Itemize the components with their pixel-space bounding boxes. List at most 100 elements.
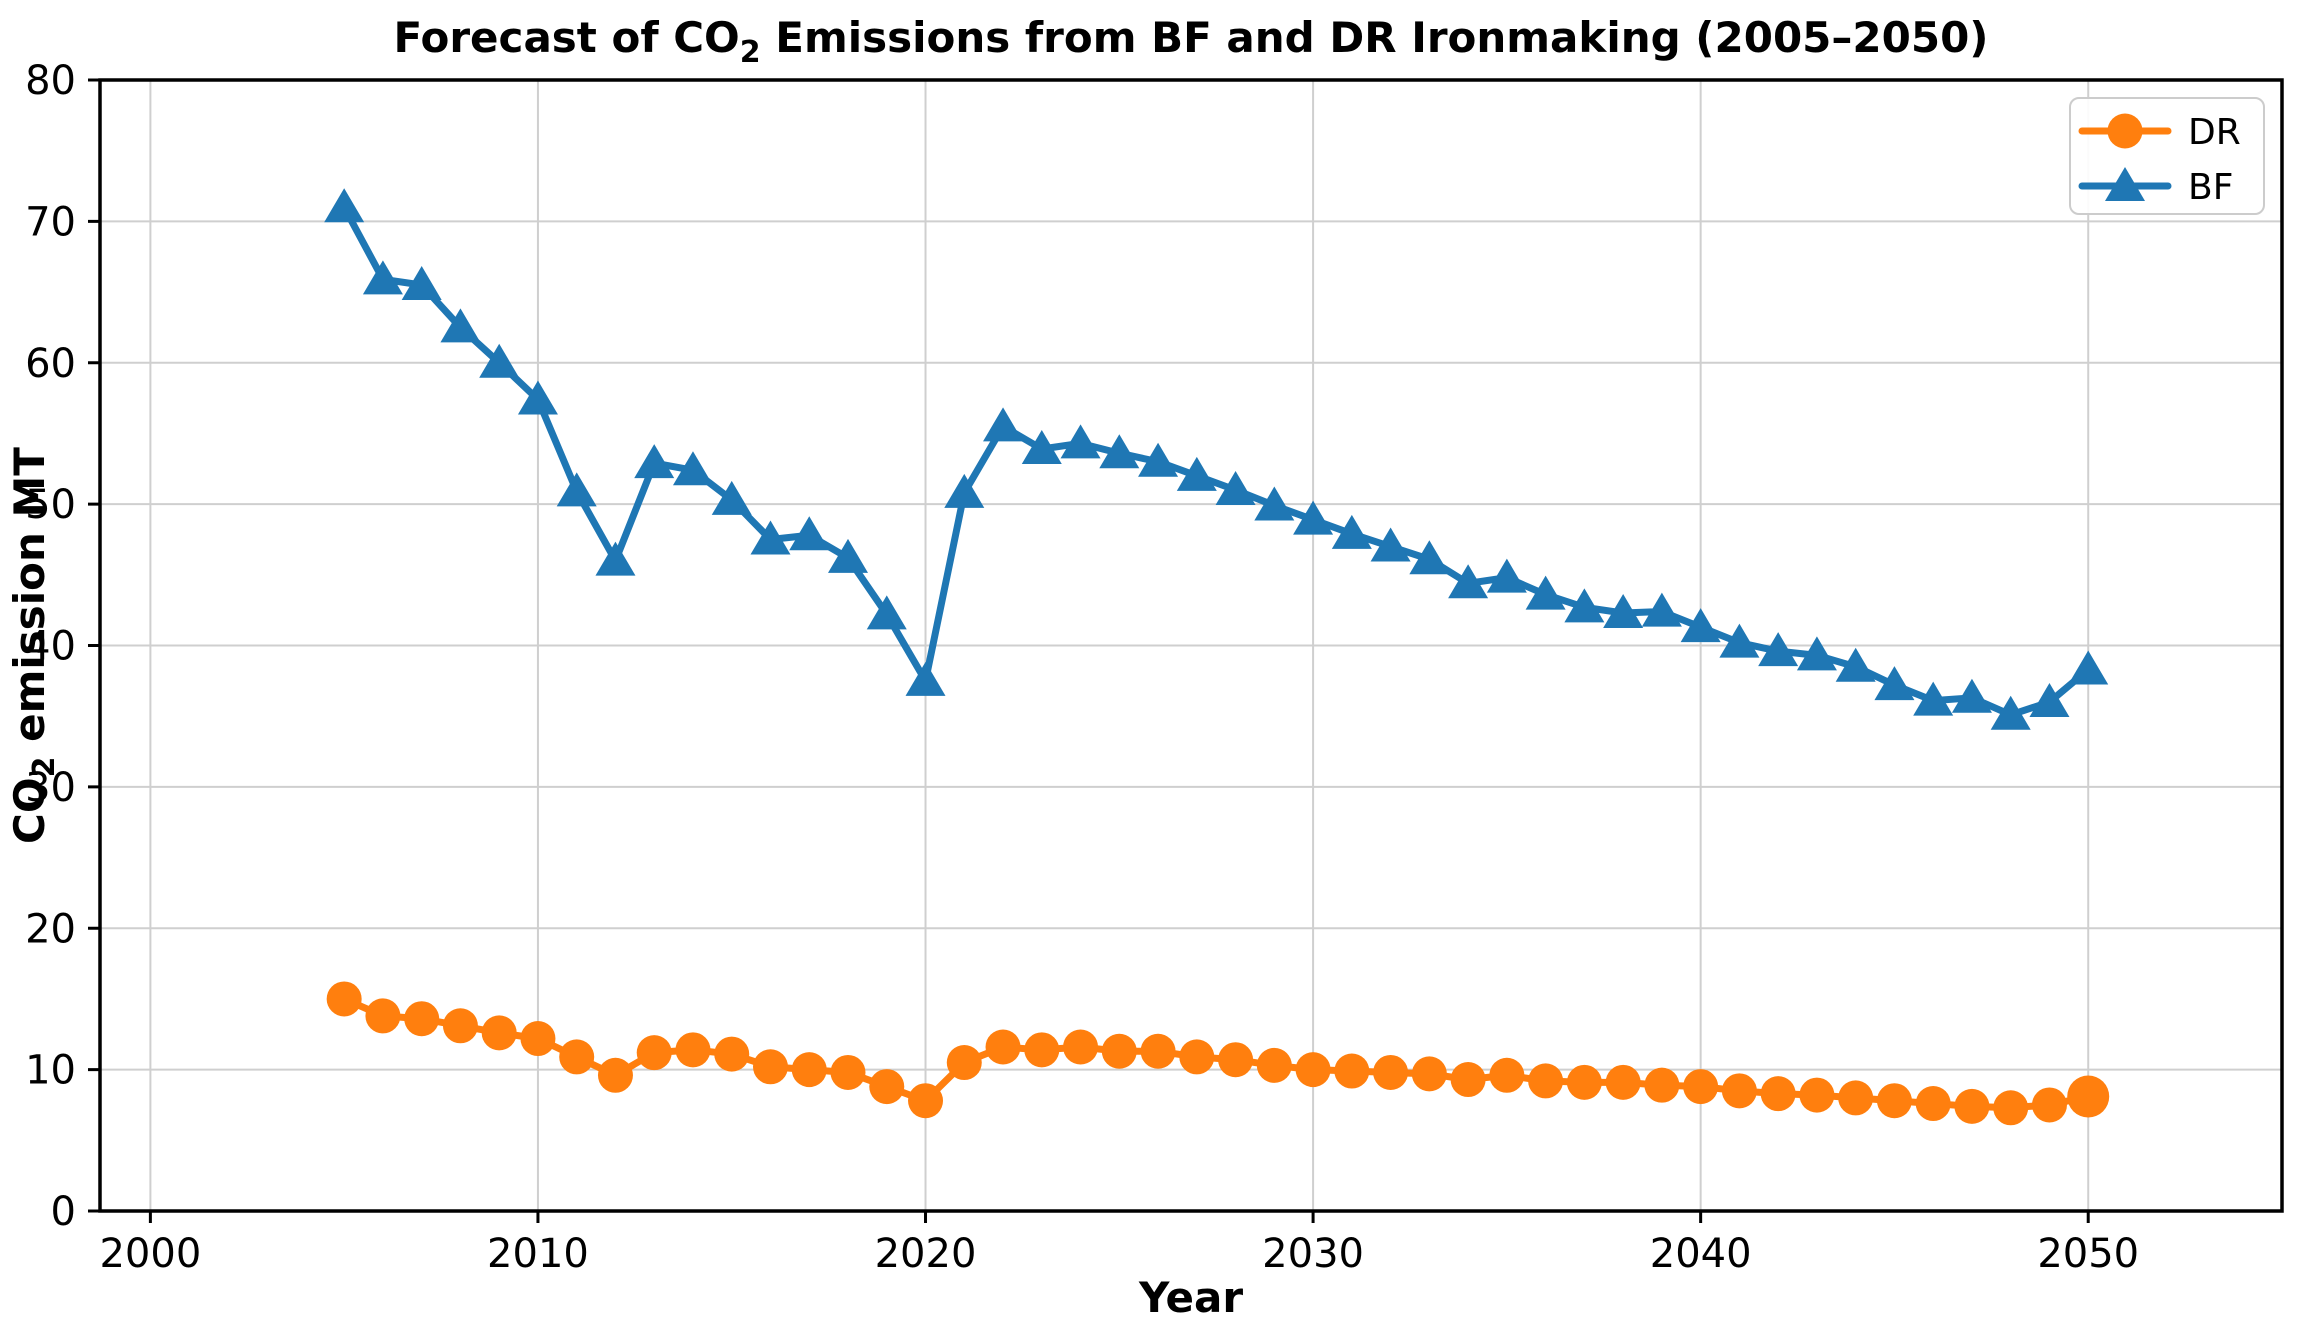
- dr-marker: [985, 1029, 1021, 1065]
- bf-marker: [1603, 593, 1644, 628]
- dr-marker: [1644, 1067, 1680, 1103]
- dr-marker: [1683, 1069, 1719, 1105]
- bf-marker: [789, 516, 830, 551]
- legend: DR BF: [2069, 97, 2265, 215]
- bf-marker: [1176, 456, 1217, 491]
- legend-marker-dr: [2107, 113, 2143, 149]
- dr-marker: [1799, 1077, 1835, 1113]
- y-tick-label: 60: [25, 341, 76, 387]
- dr-marker: [404, 1001, 440, 1037]
- y-tick-label: 20: [25, 906, 76, 952]
- dr-marker: [1101, 1033, 1137, 1069]
- bf-marker: [1021, 429, 1062, 464]
- bf-marker: [1060, 424, 1101, 459]
- bf-marker: [1370, 527, 1411, 562]
- bf-marker: [828, 538, 869, 573]
- legend-label-bf: BF: [2188, 167, 2233, 208]
- bf-marker: [1951, 678, 1992, 713]
- x-tick-label: 2030: [1262, 1231, 1364, 1277]
- tick-labels: 2000 2010 2020 2030 2040 20500102030405060708…: [25, 58, 2139, 1277]
- y-tick-label: 0: [51, 1189, 76, 1235]
- dr-marker: [1140, 1033, 1176, 1069]
- dr-marker: [520, 1021, 556, 1057]
- dr-marker: [675, 1032, 711, 1068]
- y-tick-label: 40: [25, 624, 76, 670]
- dr-marker: [1915, 1086, 1951, 1122]
- bf-marker: [2029, 683, 2070, 718]
- bf-marker: [634, 444, 675, 479]
- dr-marker: [1876, 1083, 1912, 1119]
- dr-marker: [791, 1052, 827, 1088]
- x-axis-label: Year: [1138, 1273, 1243, 1322]
- bf-marker: [711, 480, 752, 515]
- legend-label-dr: DR: [2188, 112, 2241, 153]
- bf-marker: [672, 451, 713, 486]
- dr-marker: [2031, 1087, 2067, 1123]
- dr-marker: [636, 1035, 672, 1071]
- bf-marker: [1448, 564, 1489, 599]
- dr-marker: [481, 1015, 517, 1051]
- bf-marker: [517, 380, 558, 415]
- bf-marker: [1913, 681, 1954, 716]
- bf-marker: [1835, 647, 1876, 682]
- bf-marker: [1874, 666, 1915, 701]
- bf-marker: [324, 188, 365, 223]
- dr-marker: [1566, 1064, 1602, 1100]
- bf-marker: [362, 260, 403, 295]
- bf-marker: [1099, 434, 1140, 469]
- dr-marker: [2067, 1075, 2110, 1118]
- bf-marker: [1525, 575, 1566, 610]
- y-tick-label: 70: [25, 199, 76, 245]
- y-tick-label: 10: [25, 1048, 76, 1094]
- y-axis-label: CO2 emission MT: [5, 447, 62, 844]
- bf-marker: [1990, 695, 2031, 730]
- dr-marker: [365, 998, 401, 1034]
- bf-marker: [595, 541, 636, 576]
- dr-marker: [1024, 1032, 1060, 1068]
- bf-marker: [1331, 514, 1372, 549]
- dr-marker: [1218, 1042, 1254, 1078]
- legend-marker-bf: [2105, 167, 2145, 201]
- bf-marker: [440, 308, 481, 343]
- bf-line: [340, 203, 2092, 719]
- bf-marker: [1680, 608, 1721, 643]
- x-tick-label: 2050: [2037, 1231, 2139, 1277]
- y-tick-label: 50: [25, 482, 76, 528]
- bf-marker: [401, 265, 442, 300]
- tick-marks: [88, 78, 2090, 1223]
- bf-marker: [1254, 486, 1295, 521]
- dr-marker: [1528, 1063, 1564, 1099]
- dr-line: [340, 995, 2092, 1112]
- dr-marker: [1489, 1057, 1525, 1093]
- dr-marker: [1334, 1053, 1370, 1089]
- dr-marker: [869, 1069, 905, 1105]
- dr-marker: [752, 1049, 788, 1085]
- bf-marker: [1564, 588, 1605, 623]
- dr-marker: [1411, 1056, 1447, 1092]
- series-dr: [326, 981, 2110, 1126]
- bf-marker: [983, 407, 1024, 442]
- dr-marker: [1179, 1039, 1215, 1075]
- bf-marker: [866, 595, 907, 630]
- bf-marker: [1486, 558, 1527, 593]
- dr-marker: [1256, 1047, 1292, 1083]
- dr-marker: [946, 1045, 982, 1081]
- bf-marker: [905, 661, 946, 696]
- bf-marker: [1758, 632, 1799, 667]
- dr-marker: [1721, 1073, 1757, 1109]
- x-tick-label: 2040: [1650, 1231, 1752, 1277]
- dr-marker: [597, 1057, 633, 1093]
- dr-marker: [830, 1054, 866, 1090]
- x-tick-label: 2020: [875, 1231, 977, 1277]
- dr-marker: [1373, 1054, 1409, 1090]
- series-bf: [324, 188, 2109, 730]
- dr-marker: [559, 1039, 595, 1075]
- dr-marker: [714, 1036, 750, 1072]
- bf-marker: [1138, 442, 1179, 477]
- bf-marker: [1409, 540, 1450, 575]
- dr-marker: [1954, 1088, 1990, 1124]
- dr-marker: [1450, 1062, 1486, 1098]
- chart-title: Forecast of CO2 Emissions from BF and DR…: [394, 13, 1989, 70]
